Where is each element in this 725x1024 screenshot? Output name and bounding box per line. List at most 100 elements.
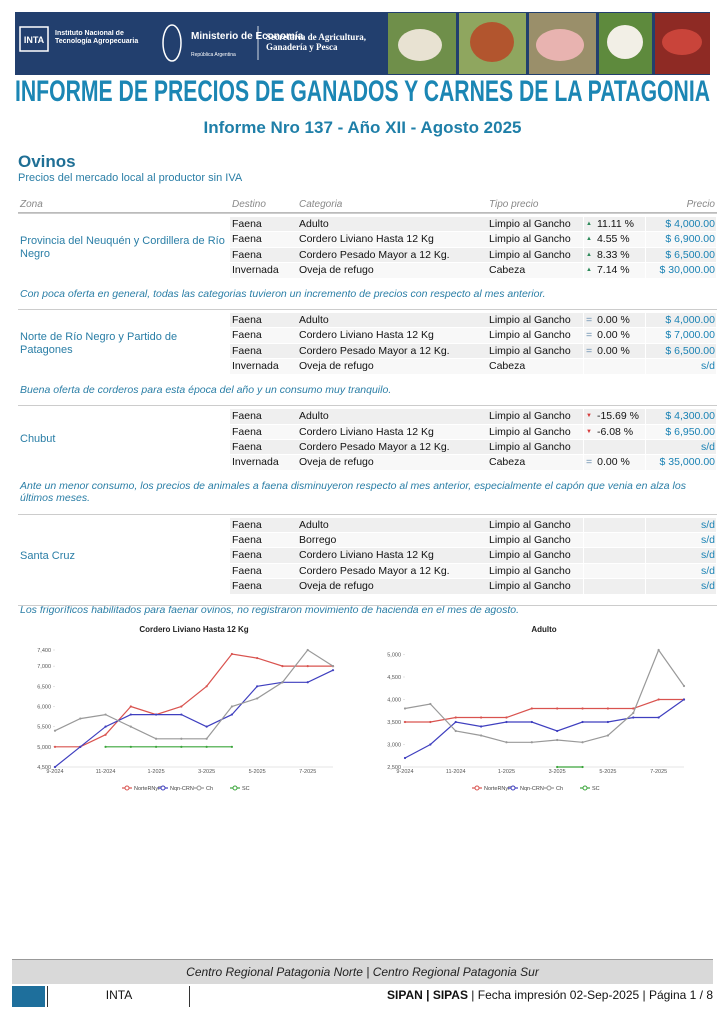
- tipo-precio: Limpio al Gancho: [489, 329, 571, 342]
- price-row: Faena Cordero Liviano Hasta 12 Kg Limpio a…: [230, 548, 716, 564]
- x-tick-label: 5-2025: [249, 769, 266, 775]
- footer-systems: SIPAN | SIPAS: [387, 988, 468, 1002]
- variation: [583, 517, 645, 533]
- price: s/d: [645, 579, 716, 594]
- y-tick-label: 7,400: [37, 648, 51, 654]
- x-tick-label: 9-2024: [396, 769, 413, 775]
- categoria: Cordero Pesado Mayor a 12 Kg.: [299, 440, 450, 453]
- categoria: Adulto: [299, 518, 329, 531]
- price: $ 6,500.00: [645, 247, 716, 263]
- variation: [583, 439, 645, 455]
- zone-block: Provincia del Neuquén y Cordillera de Rí…: [18, 213, 717, 279]
- price: s/d: [645, 517, 716, 533]
- tipo-precio: Limpio al Gancho: [489, 425, 571, 438]
- data-point: [79, 717, 82, 720]
- price: $ 4,000.00: [645, 313, 716, 328]
- destino: Faena: [232, 425, 262, 438]
- series-line: [54, 649, 334, 740]
- data-point: [230, 652, 234, 656]
- data-point: [154, 713, 158, 716]
- categoria: Oveja de refugo: [299, 456, 374, 469]
- data-point: [403, 720, 407, 724]
- price-row: Faena Oveja de refugo Limpio al Gancho s/d: [230, 579, 716, 595]
- data-point: [606, 720, 610, 724]
- data-point: [657, 716, 660, 719]
- price: $ 4,300.00: [645, 409, 716, 424]
- tipo-precio: Cabeza: [489, 360, 526, 373]
- column-header: Destino: [232, 199, 266, 210]
- y-tick-label: 5,500: [37, 725, 51, 731]
- photo-sheep-body: [398, 29, 442, 61]
- zone-rows: Faena Adulto Limpio al Gancho 11.11 % $ 4,00…: [230, 217, 716, 279]
- tipo-precio: Limpio al Gancho: [489, 233, 571, 246]
- zone-block: Chubut Faena Adulto Limpio al Gancho -15.69 …: [18, 405, 717, 471]
- data-point: [205, 737, 208, 740]
- price-row: Faena Cordero Liviano Hasta 12 Kg Limpio a…: [230, 328, 716, 344]
- price: s/d: [645, 439, 716, 455]
- price-row: Faena Adulto Limpio al Gancho s/d: [230, 517, 716, 534]
- categoria: Adulto: [299, 410, 329, 423]
- categoria: Adulto: [299, 314, 329, 327]
- charts: Cordero Liviano Hasta 12 Kg 4,500 5,000 5,5…: [37, 625, 686, 792]
- destino: Faena: [232, 248, 262, 261]
- data-point: [632, 707, 635, 710]
- data-point: [205, 745, 208, 748]
- data-point: [331, 669, 335, 672]
- price-row: Faena Adulto Limpio al Gancho -15.69 % $ 4,3…: [230, 409, 716, 425]
- zone-comment: Ante un menor consumo, los precios de an…: [20, 479, 686, 505]
- zone-block: Norte de Río Negro y Partido de Patagone…: [18, 309, 717, 375]
- zone-block: Santa Cruz Faena Adulto Limpio al Gancho s/d…: [18, 513, 717, 595]
- legend-label: Ch: [206, 786, 213, 792]
- tipo-precio: Limpio al Gancho: [489, 218, 571, 230]
- destino: Faena: [232, 329, 262, 342]
- column-header: Precio: [686, 199, 715, 210]
- destino: Faena: [232, 344, 262, 357]
- data-point: [682, 698, 686, 701]
- legend-marker: [232, 785, 238, 791]
- secretaria-box: Secretaría de Agricultura, Ganadería y P…: [266, 32, 366, 52]
- price: $ 4,000.00: [645, 217, 716, 232]
- table-end-rule: [18, 605, 717, 606]
- data-point: [556, 738, 559, 742]
- photo-lamb-body: [607, 25, 643, 59]
- categoria: Cordero Liviano Hasta 12 Kg: [299, 329, 434, 342]
- categoria: Cordero Pesado Mayor a 12 Kg.: [299, 344, 450, 357]
- price-row: Invernada Oveja de refugo Cabeza 7.14 % $ 30…: [230, 263, 716, 279]
- y-tick-label: 7,000: [37, 664, 51, 670]
- data-point: [180, 705, 183, 708]
- variation-value: 0.00 %: [586, 456, 630, 468]
- price-row: Faena Borrego Limpio al Gancho s/d: [230, 533, 716, 549]
- variation: 7.14 %: [583, 263, 645, 278]
- section-subtitle: Precios del mercado local al productor s…: [18, 172, 243, 184]
- inta-logo: INTA: [24, 35, 45, 45]
- price: s/d: [645, 533, 716, 548]
- data-point: [530, 707, 533, 710]
- series-line: [55, 653, 333, 748]
- variation: 0.00 %: [583, 313, 645, 328]
- variation-value: 11.11 %: [586, 218, 634, 230]
- y-tick-label: 4,000: [387, 698, 401, 704]
- data-point: [53, 765, 57, 769]
- variation: 0.00 %: [583, 455, 645, 470]
- variation: [583, 548, 645, 563]
- data-point: [104, 713, 107, 716]
- data-point: [154, 737, 158, 740]
- price: $ 35,000.00: [645, 455, 716, 470]
- x-tick-label: 7-2025: [650, 769, 667, 775]
- column-header: Categoria: [299, 199, 343, 210]
- price-row: Faena Cordero Pesado Mayor a 12 Kg. Limpio…: [230, 563, 716, 580]
- price-row: Faena Adulto Limpio al Gancho 0.00 % $ 4,000…: [230, 313, 716, 329]
- data-point: [306, 681, 309, 684]
- header: INTA Instituto Nacional de Tecnología Ag…: [15, 12, 710, 108]
- footer-right: SIPAN | SIPAS | Fecha impresión 02-Sep-2…: [387, 988, 713, 1002]
- data-point: [104, 733, 107, 736]
- section-title: Ovinos: [18, 152, 76, 171]
- data-point: [230, 705, 234, 708]
- price-row: Faena Cordero Pesado Mayor a 12 Kg. Limpio…: [230, 439, 716, 456]
- legend-label: SC: [242, 786, 250, 792]
- y-tick-label: 3,500: [387, 720, 401, 726]
- data-point: [505, 720, 508, 724]
- footer-centers: Centro Regional Patagonia Norte | Centro…: [12, 959, 713, 984]
- price: s/d: [645, 359, 716, 374]
